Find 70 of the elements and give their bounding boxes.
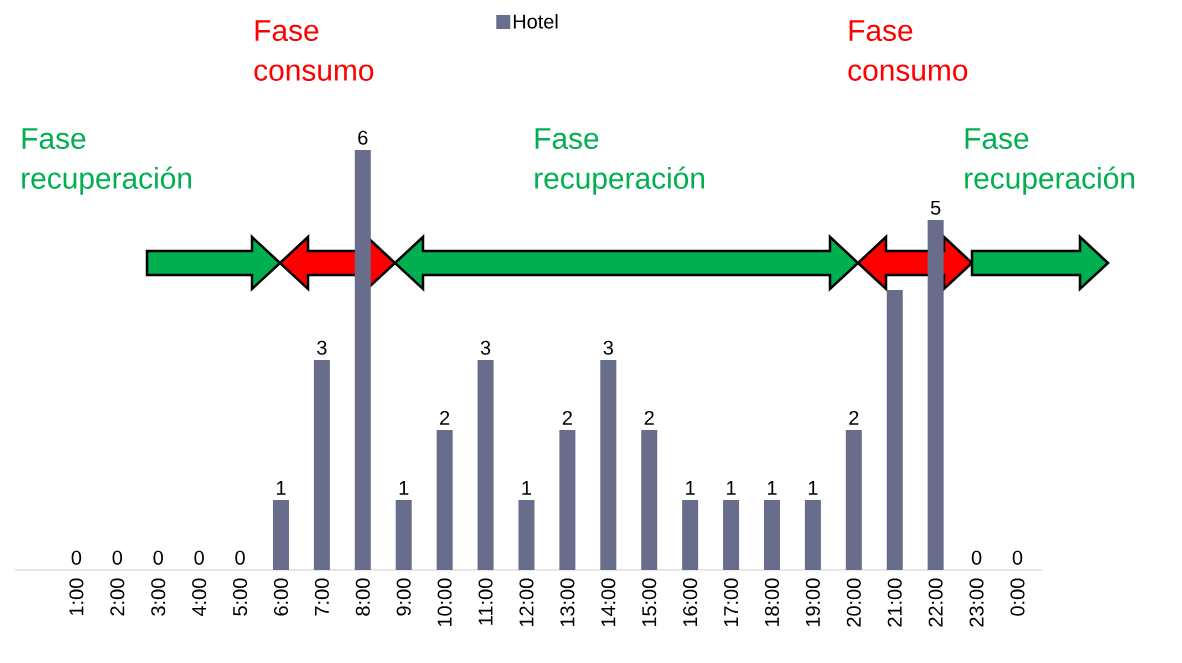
data-label: 1 [727,481,736,495]
x-tick-label: 23:00 [969,578,984,627]
data-label: 1 [686,481,695,495]
x-tick-label: 6:00 [273,578,289,616]
x-tick-label: 21:00 [887,578,902,627]
bar [600,359,617,570]
bar [682,499,699,570]
bar [559,429,576,570]
x-tick-label: 13:00 [560,578,575,627]
x-tick-label: 7:00 [314,578,329,616]
legend-label: Hotel [513,14,558,29]
data-label: 3 [603,340,613,355]
data-label: 5 [930,200,941,215]
bar [395,499,412,570]
annotation: Fase recuperación [535,128,705,195]
annotation: Fase recuperación [965,128,1135,195]
bar [886,289,903,570]
x-tick-label: 15:00 [642,578,657,627]
bar [272,499,289,570]
x-tick-label: 20:00 [846,578,861,627]
x-tick-label: 19:00 [805,578,820,627]
bar [641,429,658,570]
x-tick-label: 3:00 [151,578,166,616]
x-tick-label: 14:00 [601,578,616,627]
bar [518,499,535,570]
data-label: 2 [644,410,654,425]
bar [477,359,494,570]
bar [927,219,944,570]
data-label: 3 [317,340,327,355]
data-label: 2 [440,410,450,425]
x-tick-label: 11:00 [478,578,493,625]
x-tick-label: 1:00 [69,578,84,616]
x-tick-label: 12:00 [519,578,534,627]
data-label: 0 [971,550,982,565]
data-label: 0 [235,550,245,565]
text: Fase consumo [254,20,374,81]
data-label: 1 [276,481,286,495]
x-tick-label: 22:00 [928,578,943,627]
annotation: Fase recuperación [22,128,192,195]
data-label: 2 [849,410,859,425]
x-tick-label: 17:00 [724,578,739,627]
bar [804,499,821,570]
x-tick-label: 8:00 [355,578,370,616]
x-tick-label: 2:00 [110,578,125,616]
bar [436,429,453,570]
data-label: 0 [71,550,82,565]
text: Fase consumo [848,20,968,81]
x-tick-label: 5:00 [233,578,248,616]
data-label: 1 [767,481,777,495]
data-label: 3 [480,340,491,355]
bar [723,499,740,570]
data-label: 1 [522,481,532,495]
x-tick-label: 10:00 [437,578,452,627]
data-label: 0 [112,550,123,565]
bar [845,429,862,570]
data-label: 1 [399,481,409,495]
x-tick-label: 16:00 [683,578,698,627]
bar [763,499,780,570]
data-label: 1 [808,481,818,495]
data-label: 0 [153,550,163,565]
data-label: 6 [358,130,368,145]
x-tick-label: 0:00 [1010,578,1025,616]
data-label: 2 [562,410,572,425]
data-label: 0 [1012,550,1023,565]
data-label: 0 [194,550,204,565]
bar [354,149,371,570]
x-tick-label: 18:00 [764,578,780,627]
bar [313,359,330,570]
x-tick-label: 9:00 [396,578,411,616]
x-tick-label: 4:00 [192,578,207,617]
